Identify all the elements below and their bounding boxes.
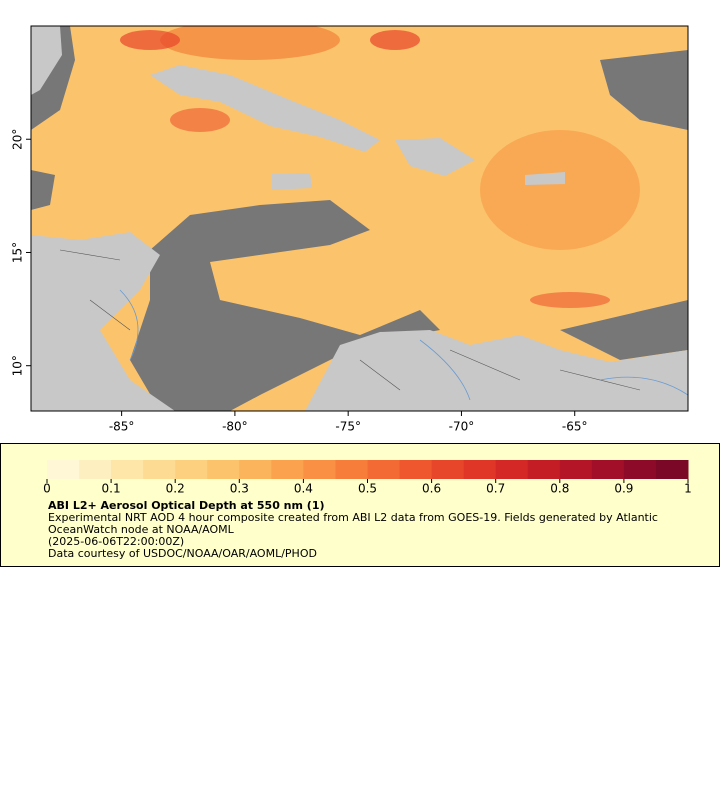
colorbar-segment <box>175 460 208 479</box>
colorbar-segment <box>367 460 401 479</box>
colorbar-tick-label: 0.4 <box>294 482 313 496</box>
x-tick-label: -70° <box>449 420 475 434</box>
y-tick-label: 20° <box>11 129 25 150</box>
colorbar-segment <box>431 460 465 479</box>
colorbar-segment <box>207 460 240 479</box>
colorbar-tick-label: 1 <box>684 482 692 496</box>
colorbar-segment <box>559 460 593 479</box>
colorbar-tick-label: 0.3 <box>230 482 249 496</box>
colorbar-segment <box>463 460 497 479</box>
colorbar-segment <box>495 460 529 479</box>
legend-description: Experimental NRT AOD 4 hour composite cr… <box>48 511 658 536</box>
colorbar-segment <box>399 460 433 479</box>
map-frame <box>30 25 689 412</box>
colorbar-segment <box>303 460 336 479</box>
y-tick-label: 15° <box>11 242 25 263</box>
colorbar-tick-label: 0.1 <box>102 482 121 496</box>
colorbar-segment <box>239 460 272 479</box>
colorbar-segment <box>143 460 176 479</box>
legend-text: ABI L2+ Aerosol Optical Depth at 550 nm … <box>48 500 688 560</box>
colorbar-segment <box>47 460 80 479</box>
x-tick-label: -75° <box>335 420 361 434</box>
colorbar-segment <box>111 460 144 479</box>
x-tick-label: -65° <box>562 420 588 434</box>
legend-time: (2025-06-06T22:00:00Z) <box>48 535 185 548</box>
colorbar-tick-label: 0.6 <box>422 482 441 496</box>
colorbar-tick-label: 0.2 <box>166 482 185 496</box>
colorbar-tick-label: 0.8 <box>550 482 569 496</box>
colorbar-segment <box>271 460 304 479</box>
colorbar-tick-label: 0.9 <box>614 482 633 496</box>
colorbar-segment <box>591 460 625 479</box>
map-image <box>31 26 688 411</box>
colorbar-segment <box>79 460 112 479</box>
colorbar-tick-label: 0.7 <box>486 482 505 496</box>
colorbar-segment <box>623 460 657 479</box>
colorbar-segment <box>335 460 368 479</box>
x-tick-label: -80° <box>222 420 248 434</box>
legend-credit: Data courtesy of USDOC/NOAA/OAR/AOML/PHO… <box>48 547 317 560</box>
colorbar-segment <box>527 460 561 479</box>
x-tick-label: -85° <box>109 420 135 434</box>
colorbar-tick-label: 0 <box>43 482 51 496</box>
colorbar-tick-label: 0.5 <box>358 482 377 496</box>
y-tick-label: 10° <box>11 355 25 376</box>
colorbar-segment <box>655 460 689 479</box>
legend-title: ABI L2+ Aerosol Optical Depth at 550 nm … <box>48 499 325 512</box>
